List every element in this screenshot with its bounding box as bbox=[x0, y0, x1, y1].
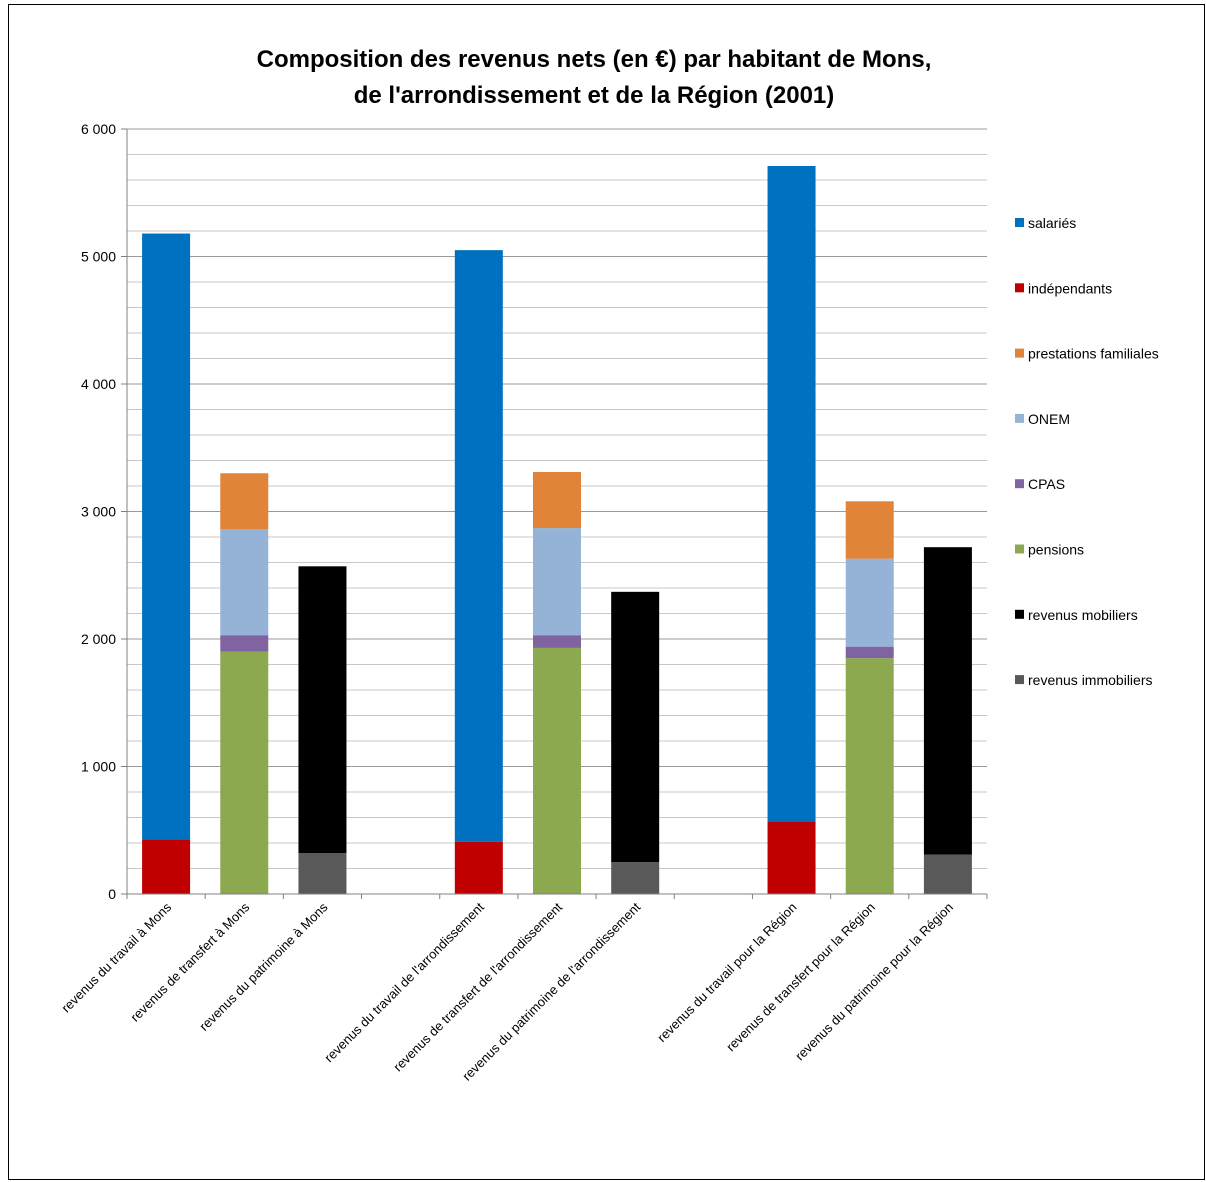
y-tick-label: 4 000 bbox=[81, 376, 116, 392]
legend-label-prestations-familiales: prestations familiales bbox=[1028, 346, 1159, 362]
legend-swatch-salaries bbox=[1015, 218, 1024, 227]
y-tick-label: 3 000 bbox=[81, 504, 116, 520]
legend-swatch-revenus-mobiliers bbox=[1015, 609, 1024, 619]
bar-segment-cpas bbox=[533, 635, 581, 648]
chart-title-line-2: de l'arrondissement et de la Région (200… bbox=[354, 82, 835, 109]
x-category-label: revenus du patrimoine de l'arrondissemen… bbox=[459, 899, 643, 1083]
legend-swatch-cpas bbox=[1015, 479, 1024, 489]
x-category-label: revenus du patrimoine à Mons bbox=[196, 899, 331, 1034]
bar-segment-pensions bbox=[220, 651, 269, 894]
y-tick-label: 5 000 bbox=[81, 249, 116, 265]
legend-swatch-revenus-immobiliers bbox=[1015, 675, 1024, 685]
bar-segment-independants bbox=[454, 841, 503, 894]
legend-label-pensions: pensions bbox=[1028, 542, 1084, 558]
legend-label-revenus-immobiliers: revenus immobiliers bbox=[1028, 672, 1152, 688]
legend-swatch-pensions bbox=[1015, 544, 1024, 554]
bar-segment-revenus-immobiliers bbox=[923, 854, 972, 894]
x-category-label: revenus du travail de l'arrondissement bbox=[321, 899, 487, 1065]
x-category-label: revenus du travail pour la Région bbox=[654, 900, 800, 1046]
bar-segment-cpas bbox=[845, 646, 894, 659]
bar-segment-prestations-familiales bbox=[220, 473, 269, 530]
bar-segment-revenus-immobiliers bbox=[298, 853, 347, 894]
bar-segment-salaries bbox=[142, 233, 191, 840]
chart-frame: 0 1 000 2 000 3 000 4 000 5 000 6 000 revenus … bbox=[8, 4, 1205, 1180]
bar-segment-onem bbox=[533, 528, 581, 636]
chart-title-line-1: Composition des revenus nets (en €) par … bbox=[257, 46, 932, 73]
legend-label-independants: indépendants bbox=[1028, 280, 1112, 296]
x-category-label: revenus du patrimoine pour la Région bbox=[792, 900, 956, 1064]
bar-segment-independants bbox=[767, 821, 816, 894]
stacked-bar-chart: 0 1 000 2 000 3 000 4 000 5 000 6 000 revenus … bbox=[58, 46, 1159, 1084]
x-category-label: revenus de transfert pour la Région bbox=[723, 900, 878, 1055]
y-tick-label: 1 000 bbox=[81, 759, 116, 775]
y-tick-label: 0 bbox=[108, 886, 116, 902]
legend-label-revenus-mobiliers: revenus mobiliers bbox=[1028, 607, 1138, 623]
y-axis-ticks: 0 1 000 2 000 3 000 4 000 5 000 6 000 bbox=[81, 121, 127, 902]
bar-segment-salaries bbox=[454, 250, 503, 842]
bar-segment-pensions bbox=[845, 658, 894, 894]
legend-label-cpas: CPAS bbox=[1028, 476, 1065, 492]
bar-segment-revenus-mobiliers bbox=[923, 547, 972, 855]
bar-segment-revenus-mobiliers bbox=[611, 591, 660, 863]
y-tick-label: 6 000 bbox=[81, 121, 116, 137]
bar-segment-revenus-mobiliers bbox=[298, 566, 347, 854]
bar-segment-prestations-familiales bbox=[533, 471, 581, 529]
bars bbox=[142, 165, 972, 894]
legend-swatch-onem bbox=[1015, 413, 1024, 423]
bar-segment-onem bbox=[220, 529, 269, 636]
legend-label-salaries: salariés bbox=[1028, 215, 1076, 231]
legend-label-onem: ONEM bbox=[1028, 411, 1070, 427]
bar-segment-pensions bbox=[533, 647, 581, 894]
bar-segment-prestations-familiales bbox=[845, 501, 894, 559]
legend-swatch-independants bbox=[1015, 283, 1024, 293]
legend: salariés indépendants prestations familial… bbox=[1015, 215, 1159, 688]
y-tick-label: 2 000 bbox=[81, 631, 116, 647]
bar-segment-revenus-immobiliers bbox=[611, 862, 660, 894]
bar-segment-cpas bbox=[220, 635, 269, 652]
legend-swatch-prestations-familiales bbox=[1015, 348, 1024, 358]
x-category-label: revenus de transfert de l'arrondissement bbox=[390, 899, 565, 1074]
bar-segment-independants bbox=[142, 839, 191, 894]
bar-segment-onem bbox=[845, 558, 894, 647]
bar-segment-salaries bbox=[767, 165, 816, 822]
